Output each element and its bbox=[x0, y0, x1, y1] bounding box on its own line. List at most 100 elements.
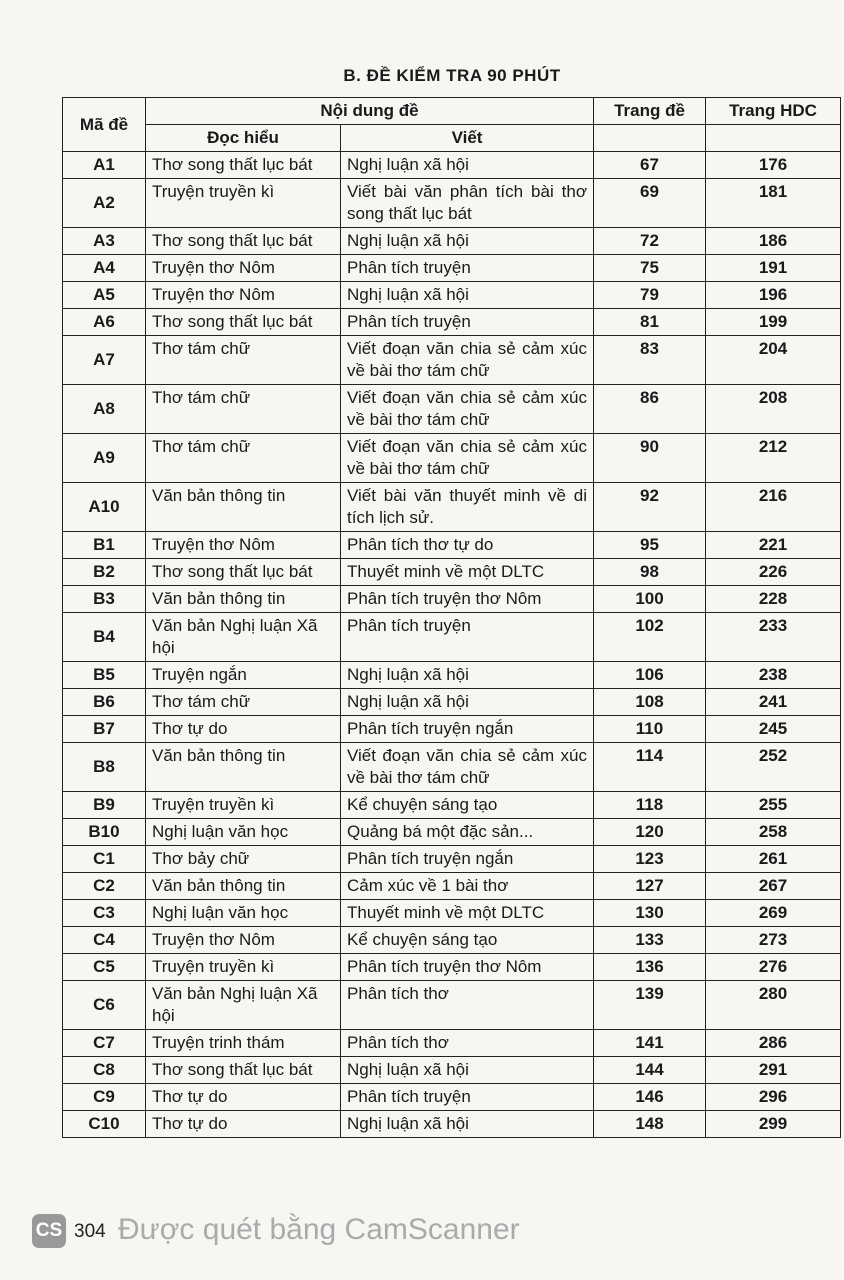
table-row: C3 Nghị luận văn học Thuyết minh về một DL… bbox=[62, 899, 841, 927]
cell-page: 108 bbox=[593, 688, 706, 716]
cell-answer-page: 286 bbox=[705, 1029, 841, 1057]
cell-answer-page: 245 bbox=[705, 715, 841, 743]
cell-answer-page: 273 bbox=[705, 926, 841, 954]
cell-page: 90 bbox=[593, 433, 706, 483]
cell-code: A10 bbox=[62, 482, 146, 532]
cell-answer-page: 191 bbox=[705, 254, 841, 282]
cell-reading: Truyện truyền kì bbox=[145, 953, 341, 981]
cell-page: 110 bbox=[593, 715, 706, 743]
cell-page: 139 bbox=[593, 980, 706, 1030]
cell-writing: Nghị luận xã hội bbox=[340, 688, 594, 716]
table-row: B5 Truyện ngắn Nghị luận xã hội 106 238 bbox=[62, 661, 841, 689]
table-row: A2 Truyện truyền kì Viết bài văn phân tích… bbox=[62, 178, 841, 228]
cell-writing: Nghị luận xã hội bbox=[340, 1110, 594, 1138]
cell-answer-page: 258 bbox=[705, 818, 841, 846]
cell-answer-page: 299 bbox=[705, 1110, 841, 1138]
table-row: A3 Thơ song thất lục bát Nghị luận xã hội 7… bbox=[62, 227, 841, 255]
cell-writing: Nghị luận xã hội bbox=[340, 151, 594, 179]
table-row: B4 Văn bản Nghị luận Xã hội Phân tích truy… bbox=[62, 612, 841, 662]
cell-page: 83 bbox=[593, 335, 706, 385]
cell-reading: Thơ tự do bbox=[145, 1083, 341, 1111]
cell-writing: Phân tích thơ bbox=[340, 980, 594, 1030]
cell-page: 141 bbox=[593, 1029, 706, 1057]
cell-writing: Phân tích truyện bbox=[340, 1083, 594, 1111]
cell-reading: Thơ song thất lục bát bbox=[145, 308, 341, 336]
table-row: B6 Thơ tám chữ Nghị luận xã hội 108 241 bbox=[62, 688, 841, 716]
table-row: C7 Truyện trinh thám Phân tích thơ 141 286 bbox=[62, 1029, 841, 1057]
cell-page: 114 bbox=[593, 742, 706, 792]
cell-answer-page: 228 bbox=[705, 585, 841, 613]
table-row: A10 Văn bản thông tin Viết bài văn thuyết … bbox=[62, 482, 841, 532]
cell-code: A2 bbox=[62, 178, 146, 228]
table-row: A9 Thơ tám chữ Viết đoạn văn chia sẻ cảm x… bbox=[62, 433, 841, 483]
cell-reading: Văn bản thông tin bbox=[145, 742, 341, 792]
cell-writing: Phân tích truyện ngắn bbox=[340, 715, 594, 743]
cell-writing: Phân tích truyện bbox=[340, 308, 594, 336]
cell-answer-page: 196 bbox=[705, 281, 841, 309]
cell-page: 102 bbox=[593, 612, 706, 662]
cell-answer-page: 296 bbox=[705, 1083, 841, 1111]
cell-page: 127 bbox=[593, 872, 706, 900]
table-row: A8 Thơ tám chữ Viết đoạn văn chia sẻ cảm x… bbox=[62, 384, 841, 434]
cell-reading: Nghị luận văn học bbox=[145, 899, 341, 927]
cell-code: B2 bbox=[62, 558, 146, 586]
cell-page: 95 bbox=[593, 531, 706, 559]
cell-writing: Phân tích truyện thơ Nôm bbox=[340, 953, 594, 981]
cell-writing: Nghị luận xã hội bbox=[340, 1056, 594, 1084]
cell-reading: Truyện trinh thám bbox=[145, 1029, 341, 1057]
cell-answer-page: 176 bbox=[705, 151, 841, 179]
cell-page: 98 bbox=[593, 558, 706, 586]
cell-answer-page: 186 bbox=[705, 227, 841, 255]
table-row: B3 Văn bản thông tin Phân tích truyện thơ … bbox=[62, 585, 841, 613]
cell-reading: Thơ tự do bbox=[145, 1110, 341, 1138]
cell-answer-page: 208 bbox=[705, 384, 841, 434]
header-code: Mã đề bbox=[62, 97, 146, 152]
cell-reading: Thơ tám chữ bbox=[145, 433, 341, 483]
cell-writing: Viết đoạn văn chia sẻ cảm xúc về bài thơ… bbox=[340, 742, 594, 792]
cell-page: 69 bbox=[593, 178, 706, 228]
header-content: Nội dung đề bbox=[145, 97, 594, 125]
cell-reading: Truyện thơ Nôm bbox=[145, 926, 341, 954]
cell-code: A6 bbox=[62, 308, 146, 336]
cell-code: C2 bbox=[62, 872, 146, 900]
cell-answer-page: 241 bbox=[705, 688, 841, 716]
cell-code: A7 bbox=[62, 335, 146, 385]
cell-answer-page: 261 bbox=[705, 845, 841, 873]
cell-writing: Nghị luận xã hội bbox=[340, 227, 594, 255]
camscanner-logo: CS bbox=[32, 1214, 66, 1248]
cell-page: 130 bbox=[593, 899, 706, 927]
cell-reading: Văn bản thông tin bbox=[145, 872, 341, 900]
cell-reading: Truyện truyền kì bbox=[145, 178, 341, 228]
header-page: Trang đề bbox=[593, 97, 706, 125]
cell-page: 79 bbox=[593, 281, 706, 309]
page-number: 304 bbox=[74, 1221, 106, 1242]
table-row: C8 Thơ song thất lục bát Nghị luận xã hội 1… bbox=[62, 1056, 841, 1084]
cell-page: 136 bbox=[593, 953, 706, 981]
table-row: A5 Truyện thơ Nôm Nghị luận xã hội 79 196 bbox=[62, 281, 841, 309]
table-row: A6 Thơ song thất lục bát Phân tích truyện 8… bbox=[62, 308, 841, 336]
header-reading: Đọc hiểu bbox=[145, 124, 341, 152]
cell-page: 106 bbox=[593, 661, 706, 689]
cell-answer-page: 181 bbox=[705, 178, 841, 228]
cell-code: C3 bbox=[62, 899, 146, 927]
cell-page: 148 bbox=[593, 1110, 706, 1138]
cell-answer-page: 238 bbox=[705, 661, 841, 689]
cell-code: C10 bbox=[62, 1110, 146, 1138]
cell-code: C4 bbox=[62, 926, 146, 954]
cell-page: 75 bbox=[593, 254, 706, 282]
cell-code: A5 bbox=[62, 281, 146, 309]
header-answer-page: Trang HDC bbox=[705, 97, 841, 125]
cell-reading: Văn bản thông tin bbox=[145, 585, 341, 613]
cell-writing: Phân tích truyện thơ Nôm bbox=[340, 585, 594, 613]
cell-writing: Quảng bá một đặc sản... bbox=[340, 818, 594, 846]
cell-reading: Thơ song thất lục bát bbox=[145, 151, 341, 179]
cell-answer-page: 252 bbox=[705, 742, 841, 792]
cell-reading: Văn bản Nghị luận Xã hội bbox=[145, 612, 341, 662]
header-answer-empty bbox=[705, 124, 841, 152]
cell-writing: Phân tích truyện bbox=[340, 612, 594, 662]
cell-code: B8 bbox=[62, 742, 146, 792]
cell-reading: Truyện ngắn bbox=[145, 661, 341, 689]
cell-code: B6 bbox=[62, 688, 146, 716]
cell-page: 86 bbox=[593, 384, 706, 434]
cell-writing: Nghị luận xã hội bbox=[340, 281, 594, 309]
